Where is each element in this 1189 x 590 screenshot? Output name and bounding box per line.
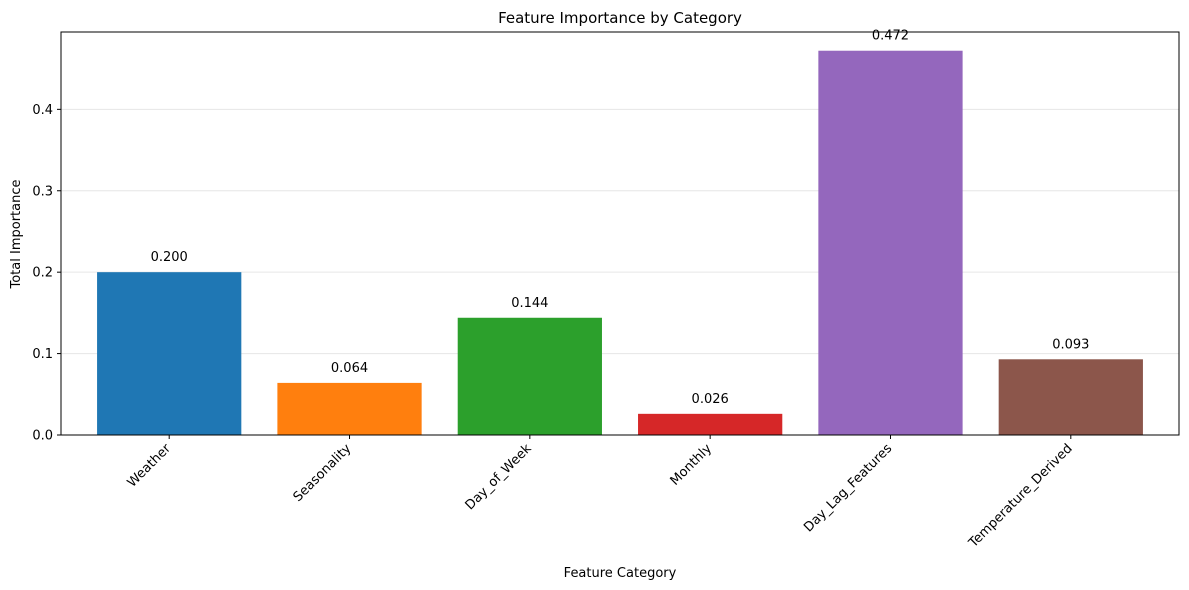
bar-value-label: 0.026 [692,392,729,407]
bar [277,382,422,435]
bar [457,317,602,435]
y-axis-label: Total Importance [9,180,24,290]
bar-value-label: 0.472 [872,29,909,44]
bars-group [97,50,1143,436]
y-tick-label: 0.4 [32,103,53,118]
bar-value-label: 0.200 [151,250,188,265]
grid-lines [61,108,1179,355]
y-tick-label: 0.3 [32,184,53,199]
y-tick-label: 0.1 [32,347,53,362]
bar-value-label: 0.144 [511,296,548,311]
bar [998,359,1143,435]
x-axis-label: Feature Category [564,566,677,581]
y-axis: 0.0 0.1 0.2 0.3 0.4 [32,103,61,444]
value-labels-group: 0.200 0.064 0.144 0.026 0.472 0.093 [151,29,1090,407]
y-tick-label: 0.2 [32,266,53,281]
y-tick-label: 0.0 [32,429,53,444]
bar [818,50,963,436]
bar [97,272,242,435]
plot-frame [60,31,1180,436]
bar-value-label: 0.064 [331,361,368,376]
chart-title: Feature Importance by Category [498,9,742,27]
bar [638,413,783,435]
bar-value-label: 0.093 [1052,337,1089,352]
